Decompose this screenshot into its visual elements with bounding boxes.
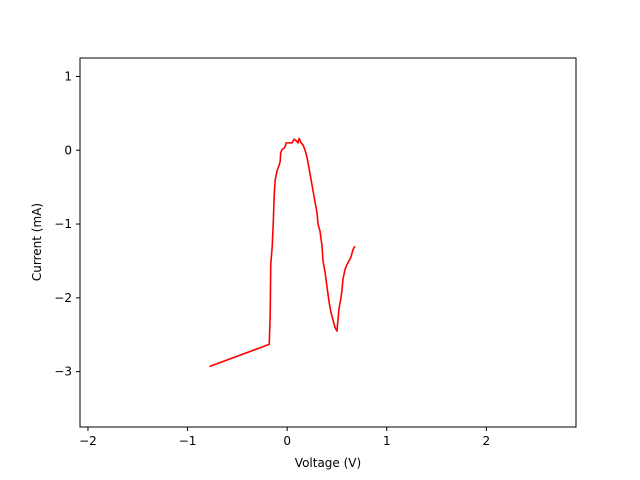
y-tick-label: −1 bbox=[54, 217, 72, 231]
x-tick-label: 1 bbox=[383, 434, 391, 448]
x-tick-label: −1 bbox=[179, 434, 197, 448]
y-tick-label: −3 bbox=[54, 365, 72, 379]
x-tick-label: −2 bbox=[79, 434, 97, 448]
y-tick-label: −2 bbox=[54, 291, 72, 305]
plot-frame bbox=[79, 57, 577, 428]
series-layer bbox=[209, 137, 356, 368]
y-axis-ticks: −3 −2 −1 0 1 bbox=[54, 69, 80, 379]
x-tick-label: 2 bbox=[483, 434, 491, 448]
x-axis-ticks: −2 −1 0 1 2 bbox=[79, 427, 490, 448]
x-axis-label: Voltage (V) bbox=[295, 456, 361, 470]
y-tick-label: 1 bbox=[64, 69, 72, 83]
x-tick-label: 0 bbox=[283, 434, 291, 448]
series-line-0 bbox=[209, 137, 356, 368]
y-tick-label: 0 bbox=[64, 143, 72, 157]
y-axis-label: Current (mA) bbox=[30, 203, 44, 281]
